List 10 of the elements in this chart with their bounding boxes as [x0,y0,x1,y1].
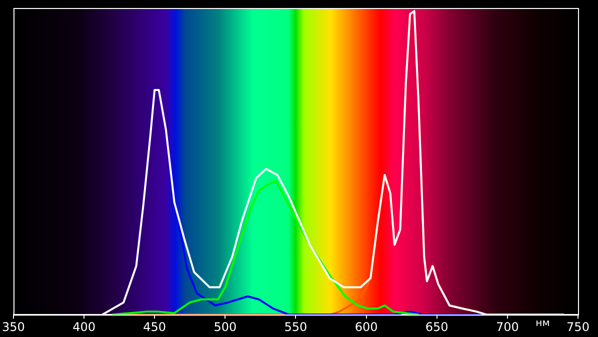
x-tick-label: 400 [72,320,96,334]
x-tick-label: 650 [425,320,448,334]
x-axis-title: нм [536,318,550,330]
x-tick-label: 500 [214,320,237,334]
x-tick-label: 550 [284,320,308,334]
x-tick-label: 450 [143,320,166,334]
x-tick-label: 350 [2,320,25,334]
x-tick-label: 600 [354,320,378,334]
x-tick-label: 750 [566,320,590,334]
x-tick-label: 700 [496,320,519,334]
